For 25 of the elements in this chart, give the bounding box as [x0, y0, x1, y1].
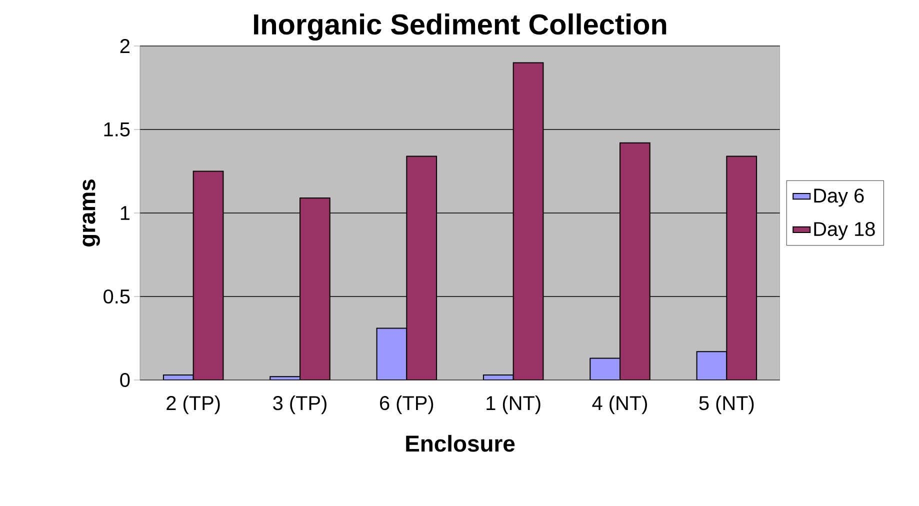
x-tick-label: 1 (NT)	[486, 396, 540, 414]
bar	[620, 142, 650, 380]
legend-label: Day 18	[814, 222, 875, 240]
chart-title: Inorganic Sediment Collection	[254, 13, 666, 40]
y-tick-label: 1.5	[104, 122, 130, 136]
legend-label: Day 6	[814, 188, 864, 207]
bar	[590, 358, 621, 380]
bar	[300, 197, 330, 380]
bar	[696, 351, 728, 380]
y-tick-label: 0.5	[104, 289, 130, 304]
x-tick-label: 6 (TP)	[380, 396, 434, 414]
y-tick-label: 2	[120, 39, 130, 53]
x-tick-label: 4 (NT)	[592, 396, 647, 414]
bar	[192, 170, 224, 380]
x-tick-label: 3 (TP)	[273, 396, 326, 414]
y-tick-label: 0	[120, 372, 130, 388]
y-axis-title: grams	[82, 180, 100, 246]
x-tick-label: 5 (NT)	[699, 396, 754, 414]
x-axis-title: Enclosure	[406, 434, 515, 452]
bar	[376, 328, 408, 380]
x-tick-label: 2 (TP)	[166, 396, 220, 414]
bar	[726, 156, 758, 380]
y-tick-label: 1	[120, 206, 130, 220]
bar	[406, 156, 438, 380]
bar	[512, 62, 544, 380]
